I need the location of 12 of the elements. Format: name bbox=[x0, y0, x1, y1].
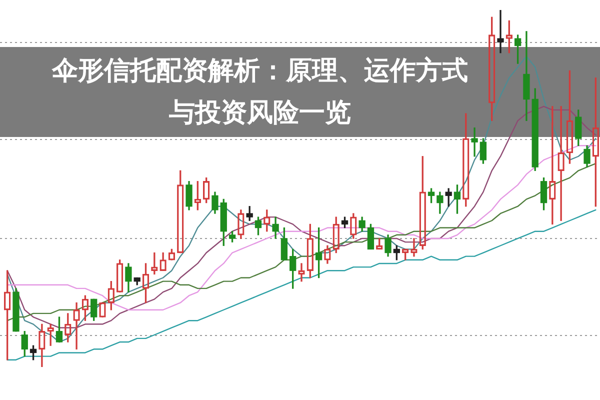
candlestick bbox=[523, 31, 530, 121]
text: 伞形信托配资解析：原理、运作方式与投资风险一览 bbox=[50, 55, 469, 130]
candlestick bbox=[125, 263, 132, 292]
candlestick bbox=[497, 10, 504, 54]
candlestick bbox=[584, 145, 590, 168]
candlestick bbox=[436, 192, 444, 214]
candlestick bbox=[358, 216, 366, 232]
candlestick bbox=[272, 216, 279, 239]
candlestick bbox=[186, 181, 192, 210]
candlestick bbox=[384, 234, 392, 257]
candlestick bbox=[471, 127, 478, 157]
candlestick bbox=[212, 192, 218, 214]
